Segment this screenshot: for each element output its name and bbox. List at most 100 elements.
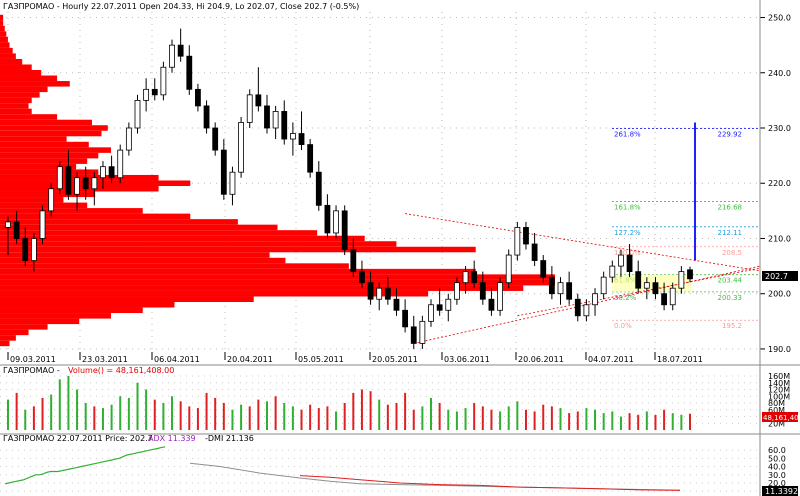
volume-profile-bar	[0, 318, 80, 325]
date-tick-label: 05.05.2011	[298, 355, 344, 364]
candle-body	[108, 166, 115, 179]
adx-line-rising	[4, 446, 166, 485]
volume-bars: 160M140M120M100M80M60M40M20M	[0, 372, 790, 430]
candle-body	[341, 210, 348, 250]
volume-title: ГАЗПРОМАО -	[3, 366, 60, 375]
candle-body	[13, 221, 20, 239]
price-tick-label: 250.0	[768, 14, 791, 23]
main-header: ГАЗПРОМАО - Hourly 22.07.2011 Open 204.3…	[3, 2, 359, 11]
candle-body	[540, 260, 547, 278]
candle-body	[652, 282, 659, 295]
price-tick-label: 210.0	[768, 234, 791, 243]
candle-body	[523, 227, 529, 245]
candle-body	[643, 282, 650, 289]
candle-body	[160, 66, 167, 96]
fib-price-label: 212.11	[718, 229, 743, 237]
candle-body	[479, 282, 486, 300]
candle-body	[350, 249, 357, 273]
candle-body	[212, 127, 219, 151]
candle-body	[609, 265, 616, 278]
candle-body	[669, 287, 676, 306]
candle-body	[548, 276, 555, 295]
volume-profile-bar	[0, 147, 111, 153]
adx-tick-label: 30.0	[768, 471, 786, 480]
candle-body	[315, 171, 322, 206]
candle-body	[419, 320, 426, 344]
volume-profile-bar	[0, 163, 77, 170]
volume-profile-bar	[0, 47, 13, 54]
volume-profile-bar	[0, 285, 524, 291]
volume-profile-bar	[0, 81, 70, 87]
volume-profile-bar	[0, 86, 48, 93]
fib-level-label: 261.8%	[614, 130, 641, 138]
candles	[5, 28, 693, 349]
dmi-line	[299, 475, 681, 491]
candle-body	[678, 271, 685, 289]
candle-body	[574, 298, 581, 317]
adx-lines: 60.050.040.030.020.010.0	[0, 446, 786, 496]
volume-profile-bar	[0, 313, 111, 319]
candle-body	[687, 269, 693, 280]
volume-profile-bar	[0, 290, 429, 297]
candle-body	[238, 122, 244, 173]
candle-body	[134, 99, 141, 129]
fib-price-label: 195.2	[722, 322, 742, 330]
volume-profile-bar	[0, 141, 89, 148]
volume-profile-bar	[0, 119, 92, 126]
volume-profile-bar	[0, 202, 88, 209]
fib-level-label: 161.8%	[614, 204, 641, 212]
candle-body	[298, 133, 305, 145]
price-tick-label: 220.0	[768, 179, 791, 188]
candle-body	[255, 94, 262, 107]
trend-line	[517, 267, 761, 317]
volume-profile-bar	[0, 125, 108, 131]
volume-profile-bar	[0, 335, 16, 341]
candle-body	[39, 210, 46, 239]
volume-profile-bar	[0, 103, 29, 109]
candle-body	[359, 271, 365, 284]
candle-body	[229, 171, 236, 195]
price-tick-label: 230.0	[768, 124, 791, 133]
volume-profile-bar	[0, 31, 7, 37]
candle-body	[505, 254, 512, 284]
volume-profile-bar	[0, 230, 318, 236]
adx-title: ГАЗПРОМАО 22.07.2011 Price: 202.7	[3, 434, 153, 443]
volume-profile-bar	[0, 279, 555, 286]
volume-tick-label: 60M	[768, 406, 785, 415]
candle-body	[151, 88, 158, 96]
date-tick-label: 09.03.2011	[10, 355, 56, 364]
volume-profile-bar	[0, 219, 238, 225]
volume-profile-bar	[0, 53, 16, 59]
volume-profile-bar	[0, 152, 99, 159]
volume-profile-bar	[0, 20, 4, 26]
fibonacci-levels: 261.8% 229.92 161.8% 216.68 127.2% 212.11 100.…	[612, 122, 760, 330]
fib-level-label: 100.0%	[614, 249, 641, 257]
fib-price-label: 216.68	[718, 204, 743, 212]
candle-body	[514, 227, 521, 256]
volume-profile-bar	[0, 36, 8, 43]
candle-body	[393, 298, 400, 311]
volume-tick-label: 100M	[768, 392, 790, 401]
volume-profile-bar	[0, 97, 32, 104]
fib-price-label: 200.33	[718, 294, 743, 302]
volume-profile-bar	[0, 263, 349, 269]
candle-body	[462, 271, 469, 284]
volume-tick-label: 20M	[768, 419, 785, 428]
candle-body	[531, 243, 538, 261]
candle-body	[177, 44, 184, 57]
volume-profile-bar	[0, 169, 99, 175]
volume-profile-bar	[0, 136, 67, 142]
last-volume-tag: 48,161,408	[763, 414, 800, 422]
adx-tick-label: 40.0	[768, 463, 786, 472]
candle-body	[48, 188, 55, 212]
candle-body	[402, 309, 409, 328]
price-axis: 190.0 200.0 210.0 220.0 230.0 240.0 250.0	[760, 14, 791, 354]
price-tick-label: 200.0	[768, 290, 791, 299]
volume-profile-bar	[0, 130, 102, 137]
volume-profile-bar	[0, 274, 555, 280]
volume-profile-bar	[0, 296, 254, 302]
candle-body	[471, 271, 478, 284]
volume-profile-bar	[0, 158, 88, 164]
candle-body	[22, 238, 29, 261]
candle-body	[30, 238, 37, 261]
